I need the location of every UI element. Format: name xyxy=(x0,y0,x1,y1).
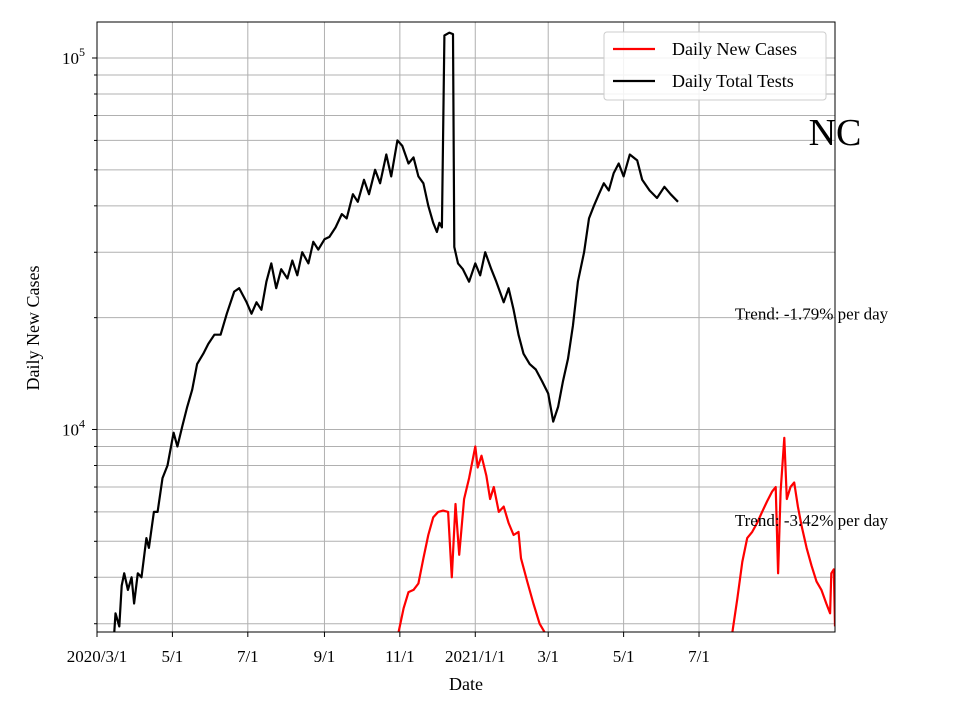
trend-annotations: Trend: -1.79% per day Trend: -3.42% per d… xyxy=(735,305,889,530)
x-tick-label: 5/1 xyxy=(613,647,635,666)
y-axis-label: Daily New Cases xyxy=(23,266,43,391)
plot-area xyxy=(96,21,836,633)
legend-box xyxy=(603,31,827,101)
trend-annotation: Trend: -1.79% per day xyxy=(735,305,889,324)
series-line-daily-total-tests xyxy=(113,31,679,632)
x-axis-label: Date xyxy=(449,674,483,694)
series-layer xyxy=(113,31,835,632)
x-tick-label: 7/1 xyxy=(237,647,259,666)
legend-label: Daily Total Tests xyxy=(672,71,794,91)
x-tick-label: 7/1 xyxy=(688,647,710,666)
x-axis: 2020/3/1 5/1 7/1 9/1 11/1 2021/1/1 3/1 5/1 7/1 xyxy=(67,632,710,666)
y-tick-label: 105 xyxy=(62,45,85,68)
x-tick-label: 11/1 xyxy=(385,647,415,666)
legend-label: Daily New Cases xyxy=(672,39,797,59)
legend: Daily New Cases Daily Total Tests xyxy=(603,31,827,101)
x-tick-label: 2021/1/1 xyxy=(445,647,505,666)
axes-frame xyxy=(96,21,836,633)
x-tick-label: 2020/3/1 xyxy=(67,647,127,666)
x-tick-label: 5/1 xyxy=(162,647,184,666)
x-tick-label: 9/1 xyxy=(314,647,336,666)
x-tick-label: 3/1 xyxy=(537,647,559,666)
trend-annotation: Trend: -3.42% per day xyxy=(735,511,889,530)
y-tick-label: 104 xyxy=(62,416,85,439)
series-line-daily-new-cases xyxy=(397,445,546,632)
chart-title: NC xyxy=(809,112,862,154)
series-line-daily-new-cases xyxy=(731,436,835,632)
y-axis: 104 105 xyxy=(62,45,97,625)
